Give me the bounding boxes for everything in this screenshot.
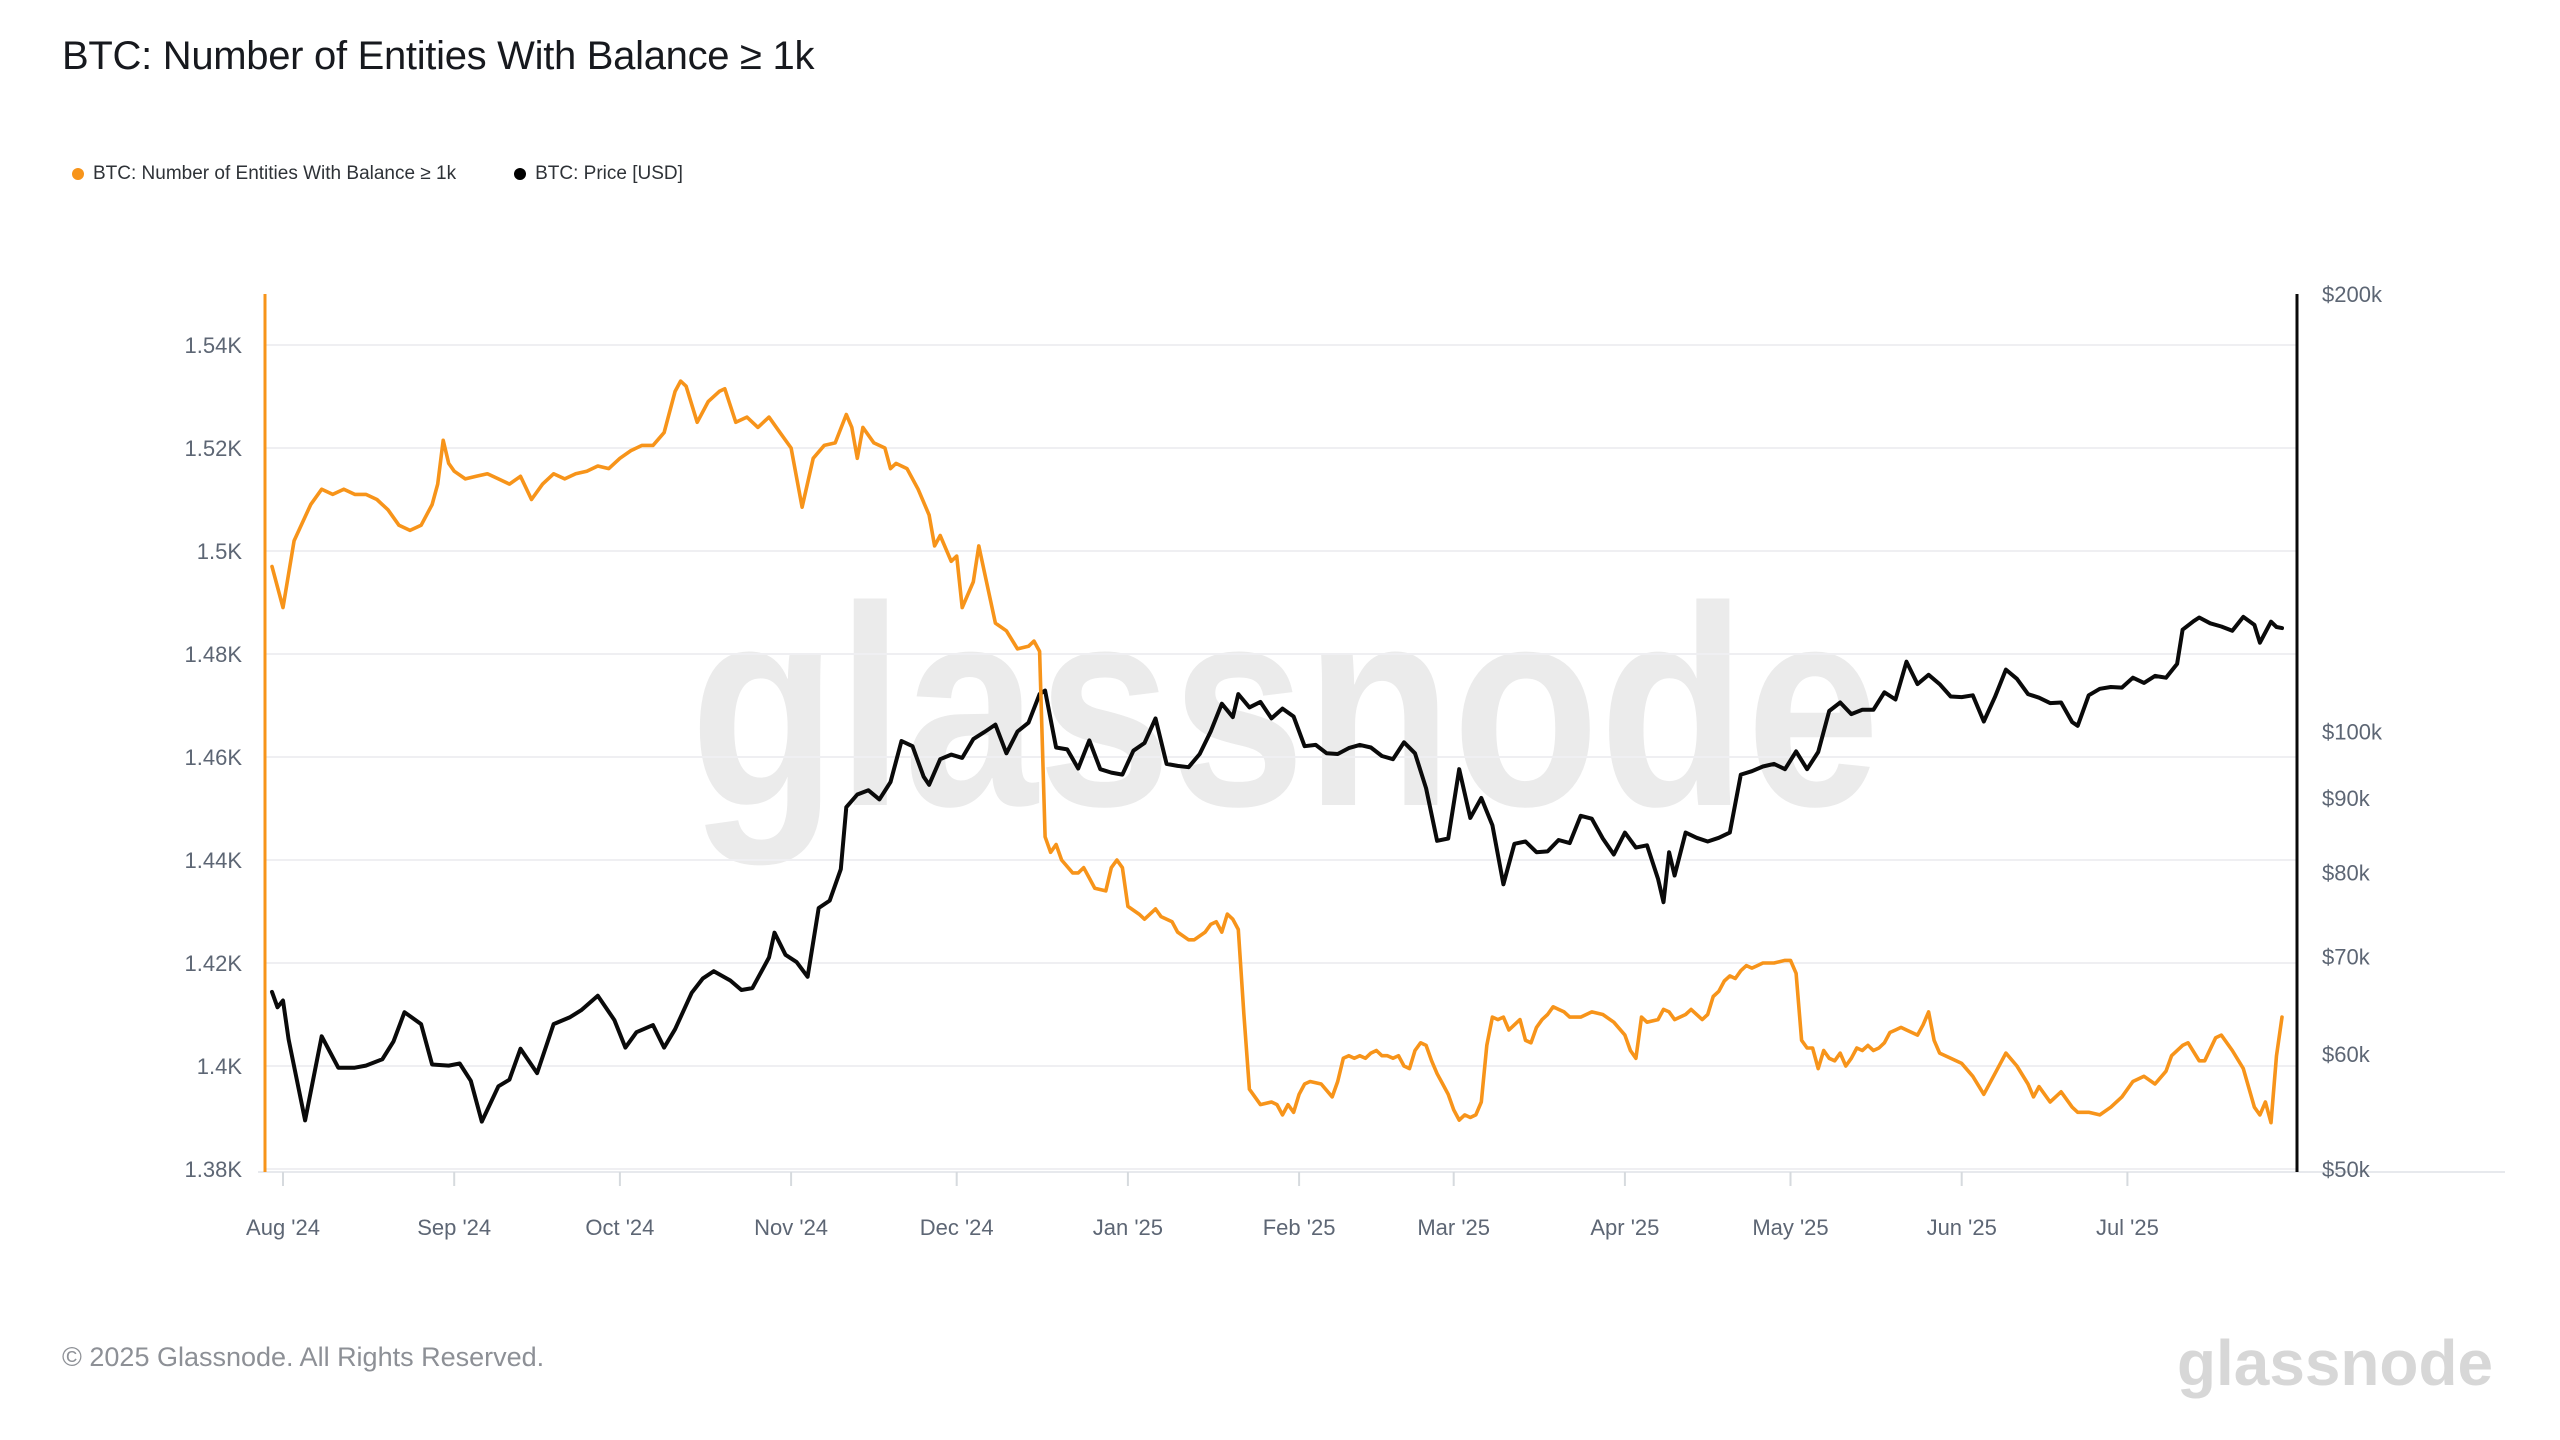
glassnode-watermark: glassnode <box>690 548 1880 867</box>
right-tick-label: $70k <box>2322 945 2371 970</box>
entities-line <box>270 379 2284 1125</box>
x-tick-label: Oct '24 <box>585 1215 654 1240</box>
legend: BTC: Number of Entities With Balance ≥ 1… <box>72 163 683 185</box>
x-tick-label: Jun '25 <box>1927 1215 1997 1240</box>
legend-item-price[interactable]: BTC: Price [USD] <box>514 163 683 185</box>
left-tick-label: 1.46K <box>185 745 243 770</box>
x-tick-label: Jan '25 <box>1093 1215 1163 1240</box>
left-tick-label: 1.4K <box>197 1054 243 1079</box>
right-tick-label: $90k <box>2322 786 2371 811</box>
x-tick-label: Feb '25 <box>1263 1215 1336 1240</box>
legend-label-entities: BTC: Number of Entities With Balance ≥ 1… <box>93 163 457 184</box>
entities-series-dot-icon <box>72 168 84 180</box>
right-tick-label: $50k <box>2322 1157 2371 1182</box>
left-tick-label: 1.54K <box>185 333 243 358</box>
price-line <box>270 614 2284 1124</box>
x-tick-label: Aug '24 <box>246 1215 320 1240</box>
page-title: BTC: Number of Entities With Balance ≥ 1… <box>62 34 815 78</box>
left-tick-label: 1.48K <box>185 642 243 667</box>
price-series-dot-icon <box>514 168 527 180</box>
left-tick-label: 1.44K <box>185 848 243 873</box>
left-tick-label: 1.5K <box>197 539 243 564</box>
x-tick-label: May '25 <box>1752 1215 1828 1240</box>
footer-copyright: © 2025 Glassnode. All Rights Reserved. <box>62 1342 545 1372</box>
x-tick-label: Apr '25 <box>1590 1215 1659 1240</box>
x-tick-label: Sep '24 <box>417 1215 491 1240</box>
right-tick-label: $200k <box>2322 282 2383 307</box>
x-tick-label: Dec '24 <box>920 1215 994 1240</box>
left-tick-label: 1.38K <box>185 1157 243 1182</box>
x-tick-label: Mar '25 <box>1417 1215 1490 1240</box>
right-tick-label: $100k <box>2322 720 2383 745</box>
x-tick-label: Nov '24 <box>754 1215 828 1240</box>
right-tick-label: $80k <box>2322 860 2371 885</box>
left-tick-label: 1.52K <box>185 436 243 461</box>
legend-item-entities[interactable]: BTC: Number of Entities With Balance ≥ 1… <box>72 163 456 185</box>
left-tick-label: 1.42K <box>185 951 243 976</box>
right-tick-label: $60k <box>2322 1042 2371 1067</box>
legend-label-price: BTC: Price [USD] <box>535 163 683 184</box>
x-tick-label: Jul '25 <box>2096 1215 2159 1240</box>
glassnode-logo: glassnode <box>2177 1327 2493 1399</box>
